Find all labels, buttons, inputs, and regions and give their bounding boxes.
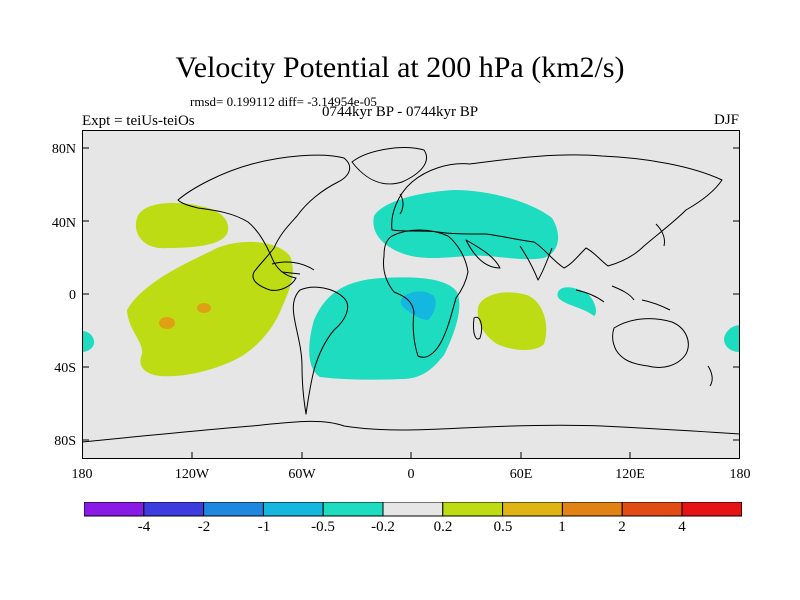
map-ticks bbox=[82, 147, 740, 459]
season-label: DJF bbox=[713, 112, 739, 128]
colorbar-swatch-3 bbox=[203, 502, 264, 517]
coast-eurasia bbox=[391, 154, 723, 269]
page-title: Velocity Potential at 200 hPa (km2/s) bbox=[175, 51, 625, 84]
period-label: 0744kyr BP - 0744kyr BP bbox=[322, 104, 479, 120]
colorbar-label: -1 bbox=[257, 519, 271, 535]
colorbar-label: -0.2 bbox=[371, 519, 395, 535]
lon-label-60w: 60W bbox=[288, 467, 316, 482]
colorbar-swatch-8 bbox=[502, 502, 563, 517]
coast-caribbean bbox=[271, 261, 315, 275]
colorbar-label: 1 bbox=[558, 519, 566, 535]
coast-uk bbox=[399, 193, 404, 215]
colorbar-label: -0.5 bbox=[311, 519, 335, 535]
colorbar-swatch-6 bbox=[382, 502, 444, 517]
contour-positive-core-1 bbox=[159, 317, 175, 329]
lon-label-180w: 180 bbox=[71, 467, 93, 482]
contour-positive-core-2 bbox=[197, 303, 211, 313]
contour-west-edge bbox=[82, 331, 95, 352]
coast-africa bbox=[383, 229, 469, 358]
colorbar-label: 2 bbox=[618, 519, 626, 535]
contour-east-edge bbox=[724, 325, 740, 352]
contour-n-pacific bbox=[135, 202, 229, 249]
colorbar-label: -2 bbox=[197, 519, 211, 535]
map-panel bbox=[82, 130, 740, 459]
lon-label-0: 0 bbox=[407, 467, 415, 482]
coastlines bbox=[82, 147, 740, 443]
colorbar-swatch-11 bbox=[681, 502, 742, 517]
colorbar-label: 0.5 bbox=[493, 519, 513, 535]
lat-label-80s: 80S bbox=[54, 434, 76, 449]
colorbar-swatch-4 bbox=[262, 502, 324, 517]
colorbar-swatch-10 bbox=[621, 502, 683, 517]
coast-north-america bbox=[177, 154, 351, 291]
colorbar-label: -4 bbox=[137, 519, 151, 535]
coast-south-america bbox=[292, 286, 349, 415]
contour-negative-core bbox=[400, 291, 436, 320]
stats-label: rmsd= 0.199112 diff= -3.14954e-05 bbox=[190, 94, 377, 109]
lon-label-120w: 120W bbox=[174, 467, 210, 482]
lat-label-80n: 80N bbox=[51, 142, 76, 157]
colorbar-label: 0.2 bbox=[433, 519, 453, 535]
lon-label-60e: 60E bbox=[509, 467, 533, 482]
colorbar-swatch-7 bbox=[442, 502, 504, 517]
contour-eurasia bbox=[373, 190, 559, 260]
contour-maritime bbox=[557, 287, 596, 316]
lat-label-40s: 40S bbox=[54, 361, 76, 376]
coast-antarctica bbox=[82, 420, 740, 443]
coast-madagascar bbox=[473, 316, 483, 340]
coast-new-zealand bbox=[707, 365, 713, 387]
positive-core-regions bbox=[159, 303, 211, 329]
colorbar-swatch-9 bbox=[561, 502, 623, 517]
colorbar-swatch-5 bbox=[322, 502, 384, 517]
colorbar-swatch-1 bbox=[84, 502, 145, 517]
lon-label-120e: 120E bbox=[615, 467, 645, 482]
colorbar-swatch-2 bbox=[143, 502, 205, 517]
lat-label-40n: 40N bbox=[51, 216, 76, 231]
coast-maritime-continent bbox=[575, 285, 671, 311]
contour-indian-ocean bbox=[477, 292, 547, 350]
lat-label-eq: 0 bbox=[69, 288, 76, 303]
coast-japan bbox=[655, 223, 665, 247]
colorbar bbox=[84, 502, 742, 517]
coast-arabia-india bbox=[465, 239, 553, 281]
coast-greenland bbox=[351, 147, 427, 185]
experiment-label: Expt = teiUs-teiOs bbox=[82, 113, 195, 129]
colorbar-label: 4 bbox=[678, 519, 686, 535]
coast-australia bbox=[612, 318, 689, 368]
lon-label-180e: 180 bbox=[729, 467, 751, 482]
